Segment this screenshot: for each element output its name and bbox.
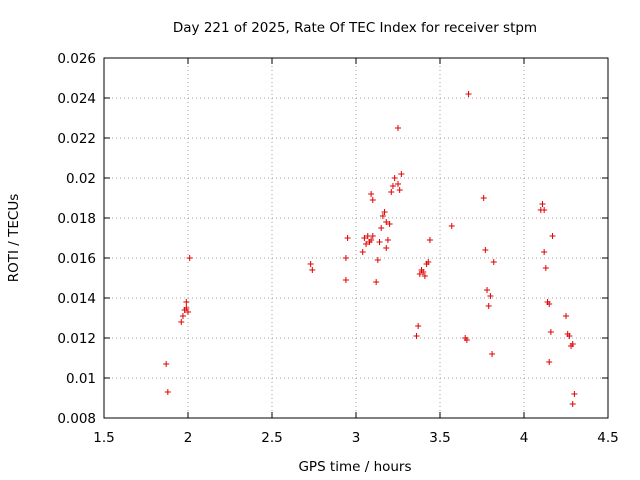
data-point-marker — [342, 277, 349, 283]
data-point-marker — [571, 391, 578, 397]
data-point-marker — [569, 401, 576, 407]
data-point-marker — [344, 235, 351, 241]
y-tick-label: 0.008 — [57, 411, 96, 427]
y-tick-label: 0.012 — [57, 331, 96, 347]
data-point-marker — [364, 233, 371, 239]
plot-frame — [103, 57, 609, 419]
data-point-marker — [542, 265, 549, 271]
data-point-marker — [378, 225, 385, 231]
data-point-marker — [490, 259, 497, 265]
data-point-marker — [413, 333, 420, 339]
data-point-marker — [546, 359, 553, 365]
y-tick-label: 0.02 — [66, 171, 96, 187]
data-point-marker — [566, 333, 573, 339]
data-point-marker — [415, 323, 422, 329]
data-point-marker — [369, 233, 376, 239]
data-point-marker — [383, 245, 390, 251]
data-point-marker — [395, 125, 401, 131]
data-point-marker — [547, 329, 554, 335]
data-point-marker — [164, 389, 171, 395]
data-point-marker — [426, 237, 433, 243]
data-point-marker — [384, 237, 391, 243]
data-point-marker — [376, 239, 383, 245]
y-tick-label: 0.018 — [57, 211, 96, 227]
data-point-marker — [448, 223, 455, 229]
data-point-marker — [368, 237, 375, 243]
data-point-marker — [541, 249, 548, 255]
data-point-marker — [342, 255, 349, 261]
data-point-marker — [546, 301, 553, 307]
data-point-marker — [398, 171, 405, 177]
data-point-marker — [465, 91, 472, 97]
data-point-marker — [489, 351, 496, 357]
data-point-marker — [186, 255, 193, 261]
y-tick-label: 0.016 — [57, 251, 96, 267]
data-point-marker — [484, 287, 491, 293]
data-point-marker — [569, 341, 576, 347]
x-axis-label: GPS time / hours — [298, 459, 411, 475]
data-point-marker — [359, 249, 366, 255]
data-point-marker — [381, 209, 388, 215]
data-points — [163, 91, 578, 407]
data-point-marker — [183, 299, 190, 305]
data-point-marker — [185, 309, 191, 315]
y-tick-label: 0.01 — [66, 371, 96, 387]
data-point-marker — [383, 219, 390, 225]
y-tick-label: 0.014 — [57, 291, 96, 307]
data-point-marker — [396, 187, 403, 193]
data-point-marker — [179, 313, 186, 319]
x-tick-label: 2.5 — [261, 430, 282, 446]
data-point-marker — [361, 235, 368, 241]
data-point-marker — [368, 191, 375, 197]
x-tick-label: 4 — [520, 430, 529, 446]
data-point-marker — [480, 195, 487, 201]
data-point-marker — [374, 257, 381, 263]
data-point-marker — [183, 305, 190, 311]
data-point-marker — [389, 183, 396, 189]
gridlines — [104, 58, 608, 418]
y-tick-label: 0.024 — [57, 91, 96, 107]
x-tick-label: 3 — [352, 430, 361, 446]
data-point-marker — [416, 271, 423, 277]
data-point-marker — [391, 175, 398, 181]
data-point-marker — [369, 197, 376, 203]
x-tick-label: 1.5 — [93, 430, 114, 446]
x-tick-label: 2 — [184, 430, 193, 446]
data-point-marker — [563, 313, 569, 319]
data-point-marker — [178, 319, 185, 325]
y-tick-label: 0.022 — [57, 131, 96, 147]
data-point-marker — [379, 213, 386, 219]
x-tick-label: 3.5 — [429, 430, 450, 446]
data-point-marker — [386, 221, 393, 227]
data-point-marker — [549, 233, 556, 239]
data-point-marker — [163, 361, 170, 367]
x-tick-label: 4.5 — [597, 430, 618, 446]
data-point-marker — [363, 241, 370, 247]
data-point-marker — [482, 247, 489, 253]
data-point-marker — [425, 259, 432, 265]
y-tick-label: 0.026 — [57, 51, 96, 67]
data-point-marker — [541, 207, 548, 213]
chart-title: Day 221 of 2025, Rate Of TEC Index for r… — [173, 20, 537, 36]
data-point-marker — [395, 181, 401, 187]
axis-ticks: 1.5 2 2.5 3 3.5 4 4.5 0.008 0.01 0.012 0.014 0.016 0… — [57, 51, 618, 446]
data-point-marker — [309, 267, 316, 273]
data-point-marker — [463, 337, 470, 343]
data-point-marker — [421, 273, 428, 279]
data-point-marker — [373, 279, 380, 285]
data-point-marker — [307, 261, 314, 267]
data-point-marker — [420, 269, 427, 275]
data-point-marker — [487, 293, 494, 299]
data-point-marker — [485, 303, 492, 309]
y-axis-label: ROTI / TECUs — [6, 194, 22, 282]
data-point-marker — [539, 201, 546, 207]
data-point-marker — [388, 189, 395, 195]
